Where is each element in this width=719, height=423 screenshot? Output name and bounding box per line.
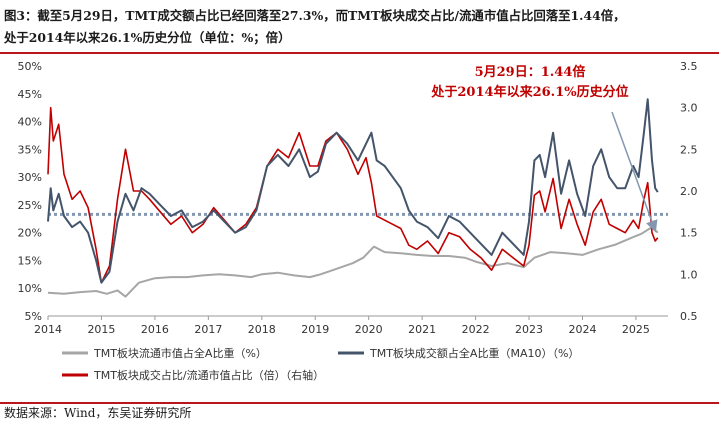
footer-divider [0, 402, 719, 404]
y-left-tick-label: 45% [18, 88, 42, 101]
y-left-tick-label: 10% [18, 282, 42, 295]
series-grey-line [47, 226, 659, 298]
legend-label-navy: TMT板块成交额占全A比重（MA10）（%） [369, 346, 579, 360]
y-left-tick-label: 35% [18, 143, 42, 156]
x-tick-label: 2024 [568, 323, 596, 336]
x-tick-label: 2019 [301, 323, 329, 336]
y-right-tick-label: 2.0 [680, 185, 698, 198]
y-left-tick-label: 50% [18, 60, 42, 73]
y-left-tick-label: 25% [18, 199, 42, 212]
y-left-tick-label: 5% [25, 310, 42, 323]
x-tick-label: 2022 [462, 323, 490, 336]
annotation-line-1: 5月29日：1.44倍 [475, 64, 586, 80]
y-right-axis: 0.5 1.0 1.5 2.0 2.5 3.0 3.5 [680, 60, 698, 323]
y-left-tick-label: 20% [18, 227, 42, 240]
y-right-tick-label: 0.5 [680, 310, 698, 323]
legend: TMT板块流通市值占全A比重（%） TMT板块成交额占全A比重（MA10）（%）… [62, 346, 579, 382]
line-chart: 5% 10% 15% 20% 25% 30% 35% 40% 45% 50% 0.5 1.0 1.5 2… [18, 60, 698, 382]
caption-divider [0, 52, 719, 54]
figure-caption: 图3：截至5月29日，TMT成交额占比已经回落至27.3%，而TMT板块成交占比… [0, 0, 719, 50]
series-layer [47, 98, 659, 298]
y-left-tick-label: 40% [18, 116, 42, 129]
series-navy-line [47, 98, 659, 284]
annotation: 5月29日：1.44倍 处于2014年以来26.1%历史分位 [430, 64, 658, 233]
x-tick-label: 2021 [408, 323, 436, 336]
x-tick-label: 2018 [248, 323, 276, 336]
y-right-tick-label: 3.5 [680, 60, 698, 73]
annotation-arrow [611, 111, 658, 233]
x-axis: 2014 2015 2016 2017 2018 2019 2020 2021 2022 2023… [34, 316, 650, 336]
caption-line-2: 处于2014年以来26.1%历史分位（单位：%；倍） [4, 30, 291, 45]
y-left-axis: 5% 10% 15% 20% 25% 30% 35% 40% 45% 50% [18, 60, 42, 323]
legend-label-red: TMT板块成交占比/流通市值占比（倍）（右轴） [93, 368, 324, 382]
y-right-tick-label: 1.0 [680, 268, 698, 281]
x-tick-label: 2016 [141, 323, 169, 336]
x-tick-label: 2020 [355, 323, 383, 336]
legend-label-grey: TMT板块流通市值占全A比重（%） [93, 346, 267, 360]
y-right-tick-label: 2.5 [680, 143, 698, 156]
y-left-tick-label: 30% [18, 171, 42, 184]
x-tick-label: 2017 [194, 323, 222, 336]
source-note: 数据来源：Wind，东吴证券研究所 [4, 406, 192, 420]
y-left-tick-label: 15% [18, 254, 42, 267]
y-right-tick-label: 3.0 [680, 102, 698, 115]
annotation-line-2: 处于2014年以来26.1%历史分位 [430, 84, 628, 100]
x-tick-label: 2014 [34, 323, 62, 336]
x-tick-label: 2023 [515, 323, 543, 336]
caption-line-1: 图3：截至5月29日，TMT成交额占比已经回落至27.3%，而TMT板块成交占比… [4, 8, 626, 23]
series-red-line [47, 106, 659, 284]
x-tick-label: 2015 [87, 323, 115, 336]
x-tick-label: 2025 [622, 323, 650, 336]
y-right-tick-label: 1.5 [680, 227, 698, 240]
